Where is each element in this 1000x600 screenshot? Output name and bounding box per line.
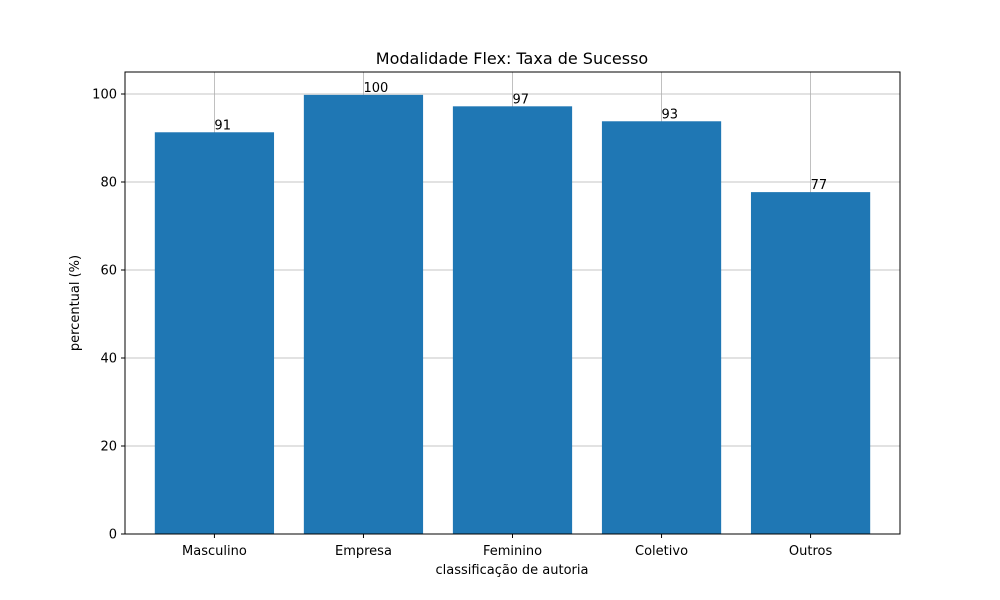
bars xyxy=(154,94,871,534)
bar-value-label: 93 xyxy=(662,107,679,122)
data-labels: 91 100 97 93 77 xyxy=(214,81,827,193)
y-tick-label: 60 xyxy=(100,264,117,279)
bar xyxy=(750,192,871,534)
y-axis-label: percentual (%) xyxy=(68,255,83,351)
bar xyxy=(303,94,424,534)
bar-value-label: 91 xyxy=(214,118,231,133)
y-axis-ticks: 0 20 40 60 80 100 xyxy=(92,88,125,543)
bar-value-label: 97 xyxy=(513,92,530,107)
y-tick-label: 0 xyxy=(109,528,117,543)
x-tick-label: Empresa xyxy=(335,544,392,559)
x-tick-label: Masculino xyxy=(182,544,247,559)
bar-value-label: 77 xyxy=(811,178,828,193)
bar xyxy=(154,132,275,534)
chart-title: Modalidade Flex: Taxa de Sucesso xyxy=(376,49,648,68)
x-axis-ticks: Masculino Empresa Feminino Coletivo Outros xyxy=(182,534,832,559)
y-tick-label: 100 xyxy=(92,88,117,103)
bar xyxy=(601,121,722,534)
x-tick-label: Coletivo xyxy=(635,544,688,559)
y-tick-label: 80 xyxy=(100,176,117,191)
x-tick-label: Feminino xyxy=(483,544,542,559)
x-axis-label: classificação de autoria xyxy=(436,563,589,578)
y-tick-label: 40 xyxy=(100,352,117,367)
bar-value-label: 100 xyxy=(363,81,388,96)
bar xyxy=(452,106,573,534)
x-tick-label: Outros xyxy=(789,544,833,559)
y-tick-label: 20 xyxy=(100,440,117,455)
